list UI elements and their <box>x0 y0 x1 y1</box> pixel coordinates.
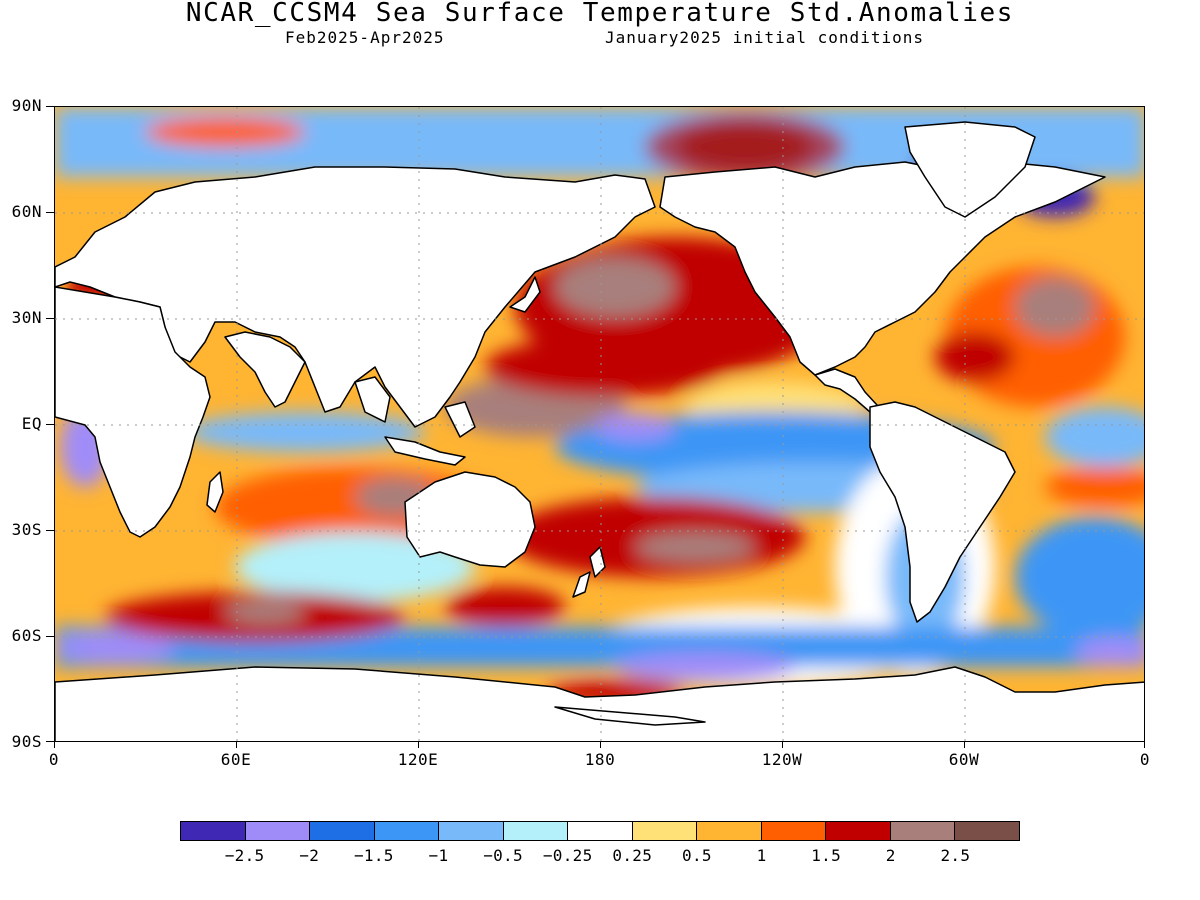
lat-tick <box>46 318 54 319</box>
lat-tick <box>46 741 54 742</box>
colorbar-box <box>761 822 827 840</box>
colorbar-label: −1.5 <box>353 846 394 865</box>
colorbar-box <box>955 822 1019 840</box>
colorbar-box <box>245 822 311 840</box>
colorbar-label: 0.5 <box>682 846 712 865</box>
colorbar <box>180 821 1020 841</box>
colorbar-box <box>697 822 762 840</box>
colorbar-label: 1 <box>756 846 767 865</box>
lat-label-60n: 60N <box>11 202 42 221</box>
lon-tick <box>600 742 601 748</box>
colorbar-box <box>568 822 633 840</box>
lon-label-60w: 60W <box>948 750 980 769</box>
lat-label-90n: 90N <box>11 96 42 115</box>
colorbar-box <box>310 822 375 840</box>
lon-tick <box>54 742 55 748</box>
colorbar-label: −2.5 <box>224 846 265 865</box>
colorbar-box <box>181 822 246 840</box>
lon-tick <box>782 742 783 748</box>
colorbar-box <box>826 822 891 840</box>
lon-tick <box>236 742 237 748</box>
lon-tick <box>418 742 419 748</box>
colorbar-box <box>890 822 956 840</box>
lat-label-eq: EQ <box>21 414 42 433</box>
lat-label-90s: 90S <box>11 732 42 751</box>
colorbar-label: −1 <box>428 846 449 865</box>
colorbar-box <box>374 822 440 840</box>
subtitle-initial-conditions: January2025 initial conditions <box>605 28 924 47</box>
colorbar-box <box>632 822 698 840</box>
lat-label-30n: 30N <box>11 308 42 327</box>
lon-label-60e: 60E <box>220 750 252 769</box>
colorbar-label: 1.5 <box>811 846 842 865</box>
lon-tick <box>1144 742 1145 748</box>
lat-tick <box>46 530 54 531</box>
lon-label-180: 180 <box>584 750 616 769</box>
colorbar-label: 2 <box>885 846 896 865</box>
colorbar-label: −2 <box>299 846 320 865</box>
colorbar-label: −0.25 <box>542 846 593 865</box>
subtitle-period: Feb2025-Apr2025 <box>285 28 445 47</box>
lat-tick <box>46 212 54 213</box>
land <box>55 121 1144 741</box>
graticule <box>55 107 1144 741</box>
lon-tick <box>964 742 965 748</box>
lon-label-0: 0 <box>48 750 60 769</box>
map-canvas <box>55 107 1144 741</box>
lat-tick <box>46 106 54 107</box>
lat-tick <box>46 424 54 425</box>
lon-label-120w: 120W <box>761 750 803 769</box>
colorbar-label: 0.25 <box>612 846 653 865</box>
lat-tick <box>46 636 54 637</box>
colorbar-box <box>503 822 569 840</box>
sst-anomaly-map <box>54 106 1145 742</box>
colorbar-label: −0.5 <box>483 846 523 865</box>
lon-label-120e: 120E <box>397 750 439 769</box>
lat-label-30s: 30S <box>11 520 42 539</box>
lon-label-0-east: 0 <box>1139 750 1151 769</box>
lat-label-60s: 60S <box>11 626 42 645</box>
colorbar-label: 2.5 <box>940 846 971 865</box>
colorbar-box <box>439 822 504 840</box>
plot-title: NCAR_CCSM4 Sea Surface Temperature Std.A… <box>185 0 1015 28</box>
